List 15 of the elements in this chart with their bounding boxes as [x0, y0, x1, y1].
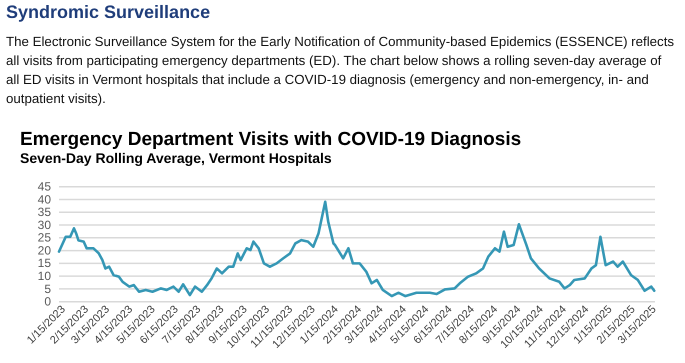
chart-title: Emergency Department Visits with COVID-19 Diagnosis	[20, 129, 522, 150]
y-tick-label: 45	[38, 180, 52, 194]
y-tick-label: 15	[38, 256, 52, 270]
y-tick-label: 25	[38, 230, 52, 245]
y-tick-label: 35	[38, 205, 52, 220]
text: The Electronic Surveillance System for the Early Notification of Community-based Epidemics (ESSENCE) reflects all visits from participating emergency departments (ED). The chart below shows a rolling seven-day average of all ED visits in Vermont hospitals that include a COVID-19 diagnosis (emergency and non-emergency, in- and outpatient visits).	[6, 33, 676, 108]
line-series	[58, 200, 656, 298]
y-tick-label: 20	[38, 243, 52, 258]
y-tick-label: 30	[38, 218, 52, 232]
chart-subtitle: Seven-Day Rolling Average, Vermont Hospitals	[20, 150, 332, 166]
y-tick-label: 5	[44, 282, 52, 296]
text: Syndromic Surveillance	[6, 2, 210, 23]
y-tick-label: 0	[44, 294, 52, 309]
y-tick-label: 40	[38, 192, 52, 206]
y-tick-label: 10	[38, 268, 52, 283]
